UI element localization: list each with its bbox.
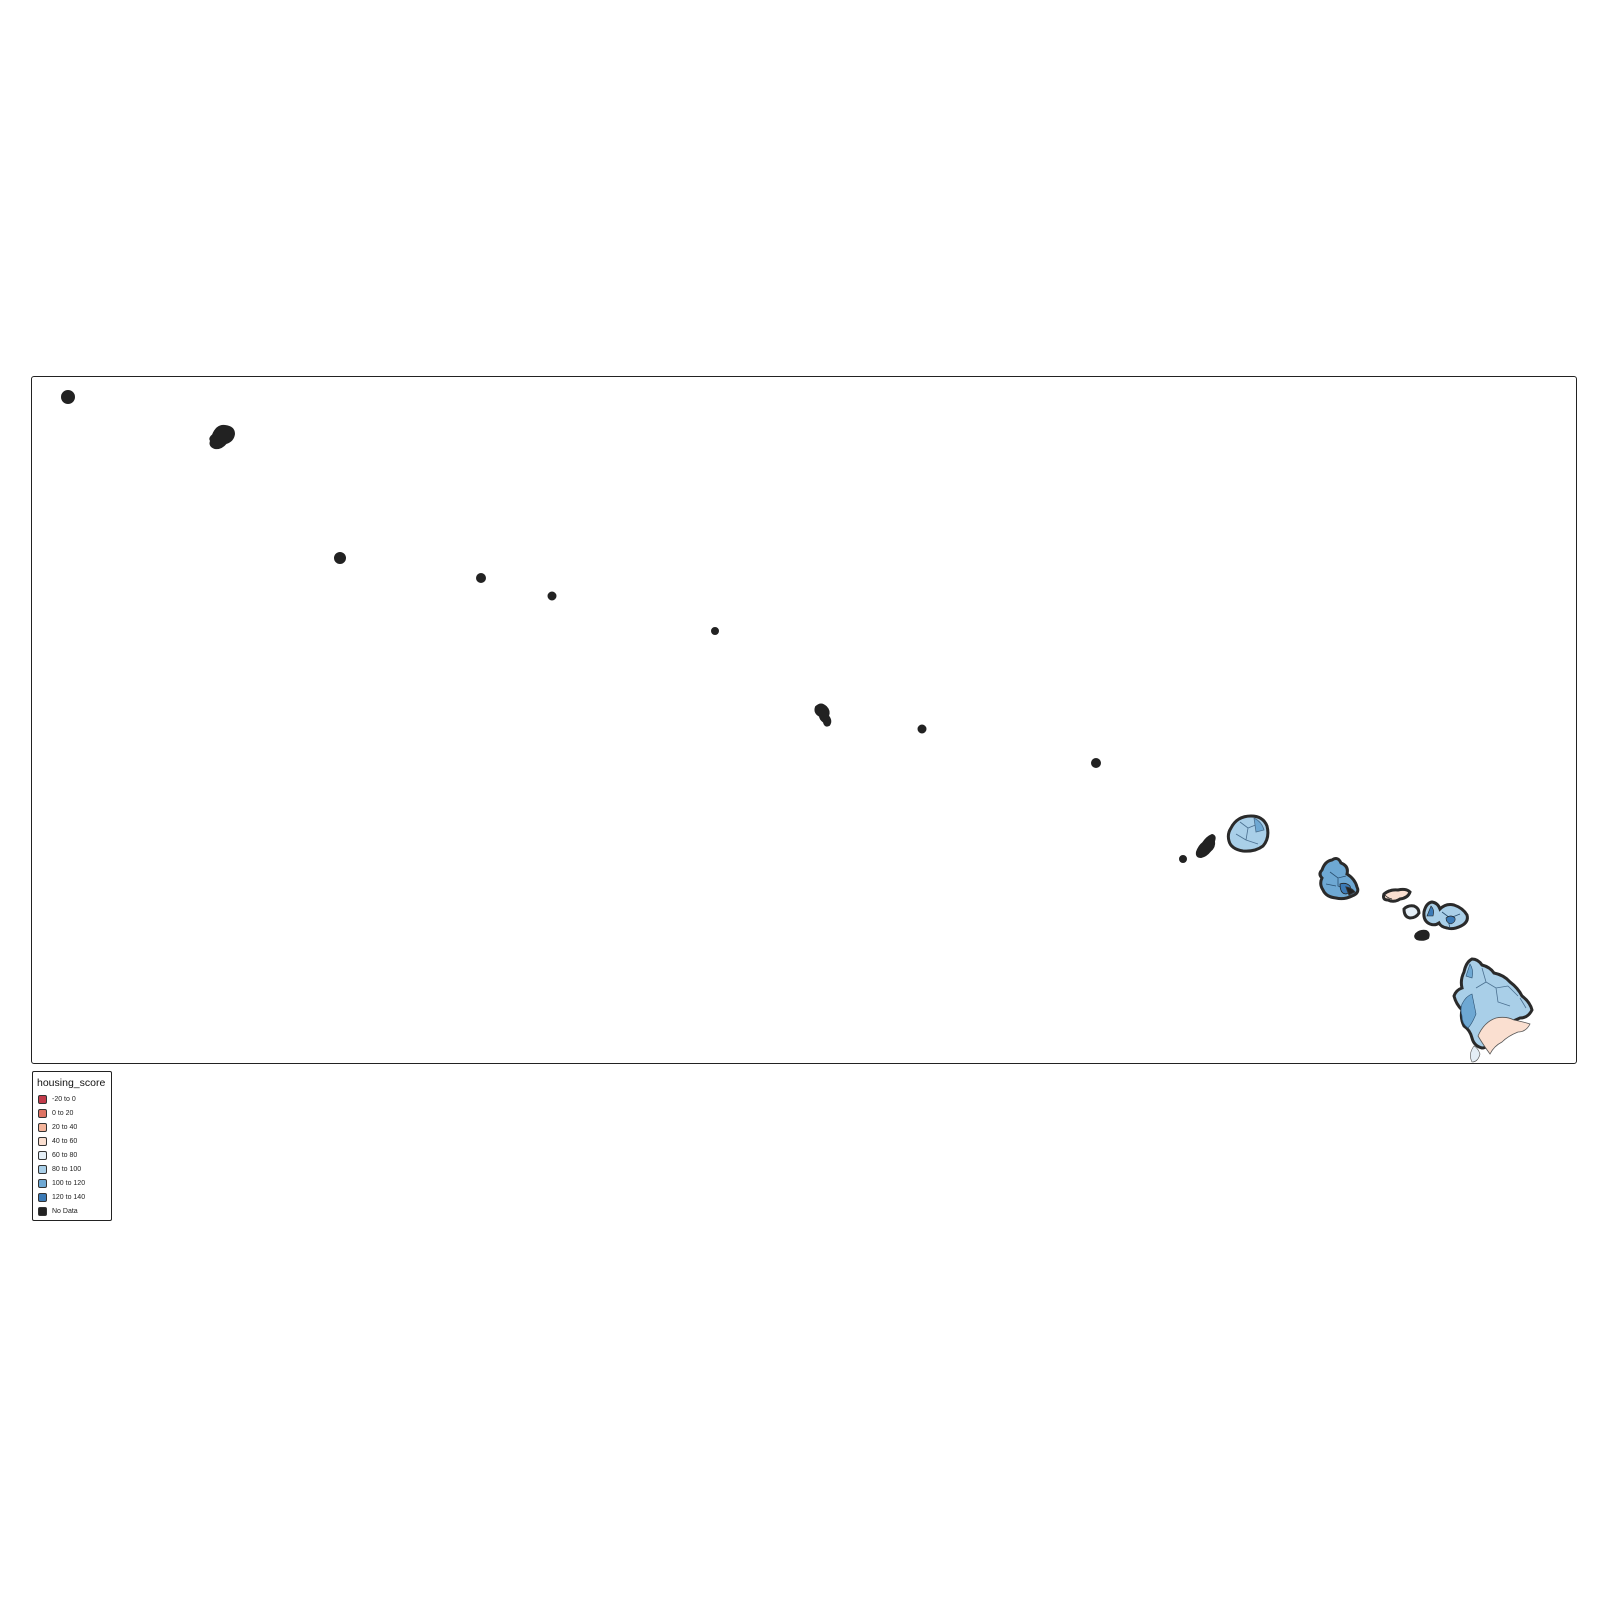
legend-label: 40 to 60 [52, 1137, 78, 1145]
island-maro-reef [711, 627, 719, 635]
legend-item-20-40: 20 to 40 [38, 1121, 77, 1133]
island-molokai [1382, 887, 1412, 903]
island-lanai [1402, 904, 1421, 920]
legend-item-40-60: 40 to 60 [38, 1135, 77, 1147]
legend-item-neg20-0: -20 to 0 [38, 1093, 76, 1105]
island-lisianski [476, 573, 486, 583]
legend-label: -20 to 0 [52, 1095, 76, 1103]
island-french-frigate [814, 703, 832, 727]
island-necker [917, 724, 927, 734]
island-laysan [547, 591, 557, 601]
legend-title: housing_score [37, 1077, 106, 1089]
island-midway [209, 424, 236, 450]
legend-label: 0 to 20 [52, 1109, 74, 1117]
island-nihoa [1091, 758, 1101, 768]
legend-item-no-data: No Data [38, 1205, 78, 1217]
legend-swatch [38, 1164, 47, 1174]
legend-label: 80 to 100 [52, 1165, 82, 1173]
legend-swatch [38, 1178, 47, 1188]
legend-swatch [38, 1150, 47, 1160]
island-kure [61, 390, 75, 404]
island-niihau [1179, 833, 1216, 863]
legend-label: No Data [52, 1207, 78, 1215]
legend-label: 20 to 40 [52, 1123, 78, 1131]
legend-item-120-140: 120 to 140 [38, 1191, 85, 1203]
legend-label: 100 to 120 [52, 1179, 86, 1187]
legend-swatch [38, 1108, 47, 1118]
legend-swatch [38, 1094, 47, 1104]
legend-label: 120 to 140 [52, 1193, 86, 1201]
legend-swatch [38, 1192, 47, 1202]
island-oahu [1318, 857, 1360, 901]
island-kahoolawe [1414, 929, 1430, 941]
nw-islands [61, 390, 1101, 768]
legend-item-0-20: 0 to 20 [38, 1107, 73, 1119]
island-kauai [1226, 814, 1270, 853]
legend-swatch [38, 1206, 47, 1216]
map-frame [31, 376, 1577, 1064]
legend-swatch [38, 1122, 47, 1132]
island-maui [1422, 900, 1469, 931]
legend-swatch [38, 1136, 47, 1146]
legend-item-80-100: 80 to 100 [38, 1163, 81, 1175]
legend-item-100-120: 100 to 120 [38, 1177, 85, 1189]
island-hawaii [1452, 957, 1534, 1063]
island-pearl-hermes [334, 552, 346, 564]
legend-item-60-80: 60 to 80 [38, 1149, 77, 1161]
legend-label: 60 to 80 [52, 1151, 78, 1159]
map-legend: housing_score -20 to 0 0 to 20 20 to 40 … [32, 1071, 112, 1221]
